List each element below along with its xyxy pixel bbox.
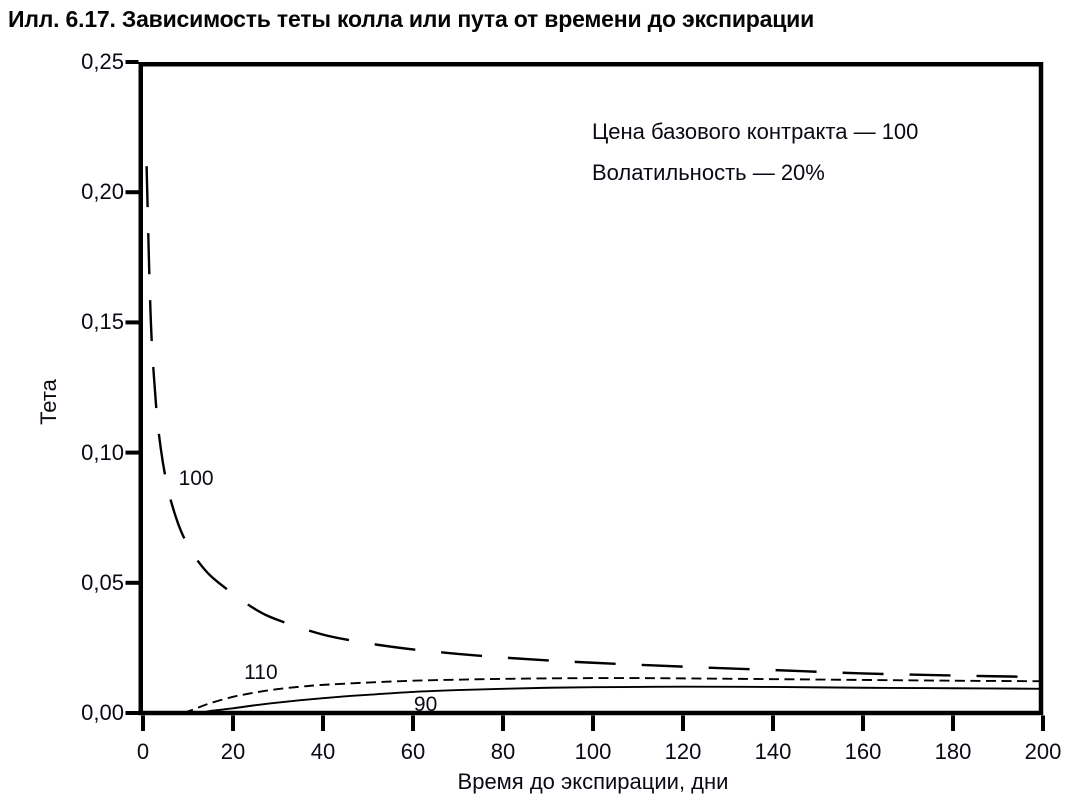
x-tick-label: 20: [220, 739, 246, 764]
curve-label-strike-110: 110: [244, 660, 278, 684]
x-axis-title: Время до экспирации, дни: [457, 769, 729, 794]
x-tick-label: 100: [574, 739, 612, 764]
x-tick-label: 140: [754, 739, 792, 764]
x-tick-label: 120: [664, 739, 702, 764]
x-tick-label: 0: [136, 739, 150, 764]
x-tick-label: 200: [1024, 739, 1062, 764]
annotation-underlying-price: Цена базового контракта — 100: [592, 119, 919, 144]
y-tick-label: 0,25: [81, 49, 124, 74]
curve-label-strike-90: 90: [413, 693, 438, 717]
curve-label-strike-100: 100: [178, 466, 214, 490]
curve-strike-100: [145, 166, 1044, 679]
x-tick-label: 80: [490, 739, 516, 764]
x-tick-label: 60: [400, 739, 426, 764]
y-tick-label: 0,15: [81, 309, 124, 335]
y-tick-label: 0,05: [81, 569, 124, 595]
x-tick-label: 40: [310, 739, 336, 764]
x-tick-label: 160: [844, 739, 882, 764]
x-tick-label: 180: [934, 739, 972, 764]
y-tick-label: 0,00: [81, 700, 124, 725]
y-tick-label: 0,20: [81, 179, 124, 205]
figure-title: Илл. 6.17. Зависимость теты колла или пу…: [8, 6, 815, 32]
annotation-volatility: Волатильность — 20%: [592, 160, 825, 185]
curve-strike-90: [201, 685, 1044, 714]
y-tick-label: 0,10: [81, 439, 124, 465]
curve-strike-110: [183, 677, 1044, 714]
plot-border: [138, 62, 1044, 716]
y-axis-title: Тета: [36, 379, 61, 425]
